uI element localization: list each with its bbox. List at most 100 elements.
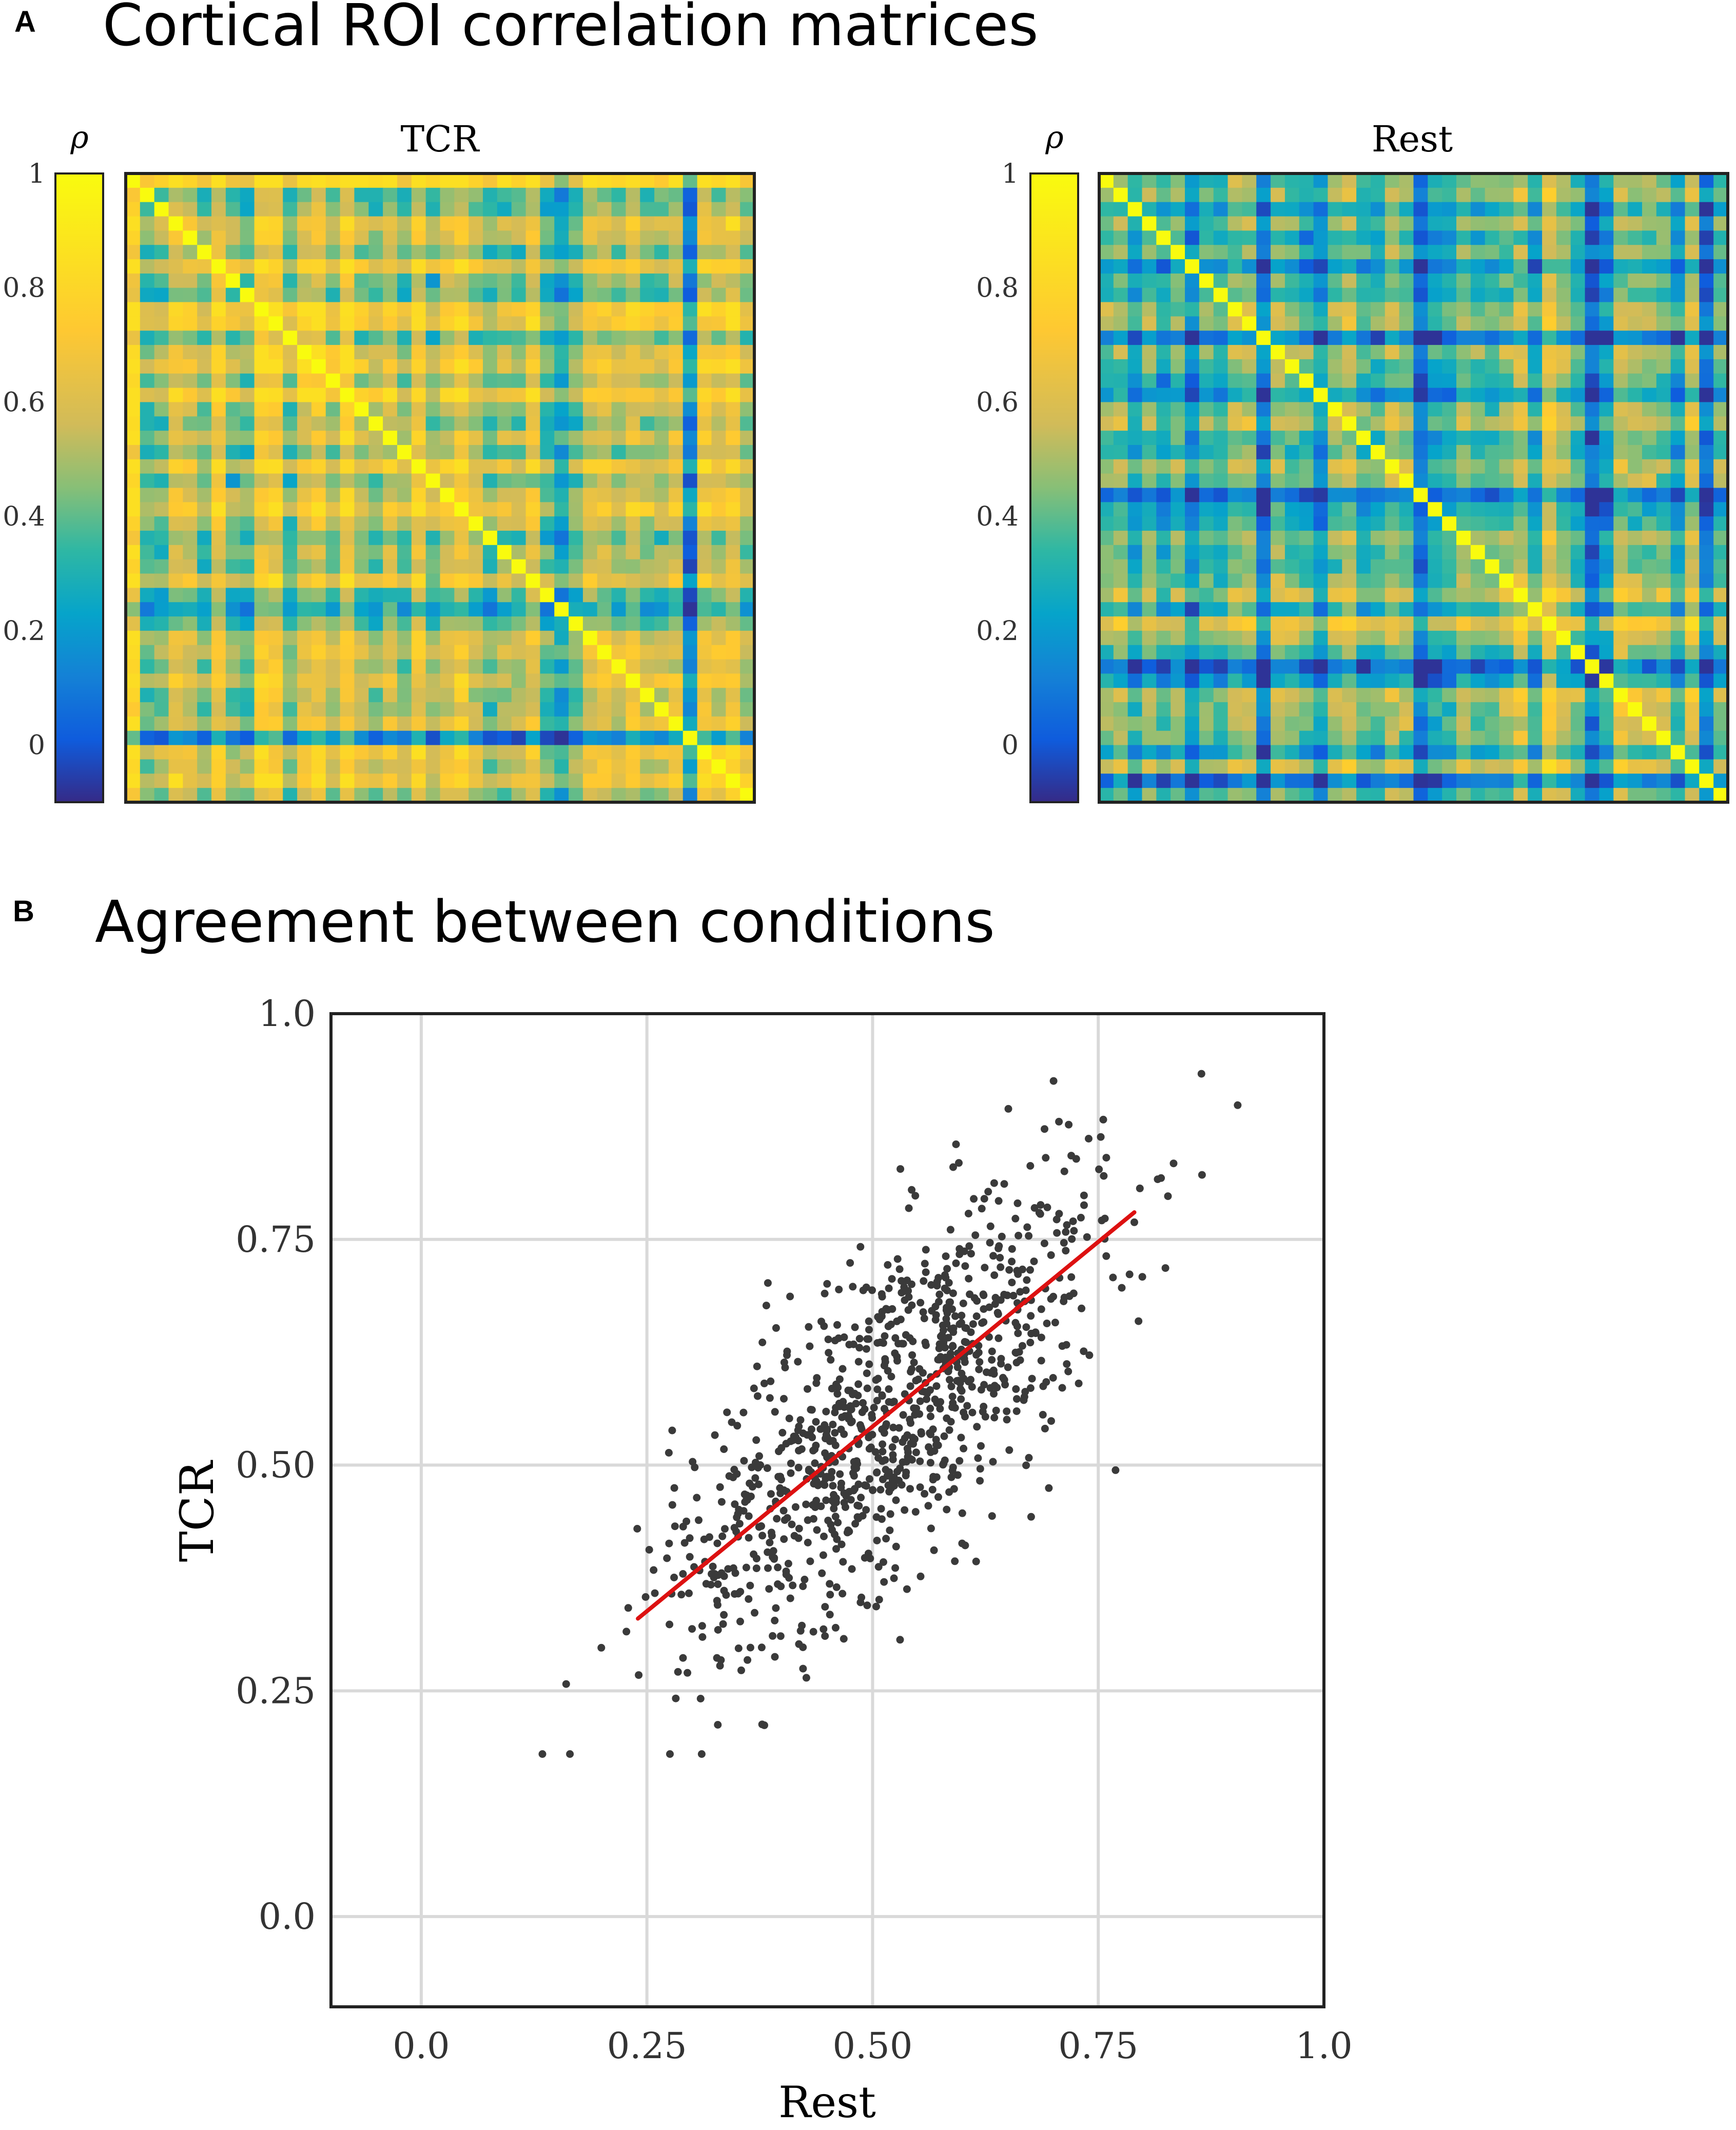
heatmap-cell [1428,559,1442,574]
heatmap-cell [383,545,398,560]
heatmap-cell [1670,630,1686,646]
heatmap-cell [626,216,641,231]
heatmap-cell [1384,559,1400,574]
heatmap-cell [154,402,169,417]
heatmap-cell [1628,259,1643,274]
scatter-point [912,1448,920,1457]
heatmap-cell [611,488,627,503]
scatter-point [1161,1264,1169,1272]
heatmap-cell [1556,230,1571,245]
heatmap-cell [1499,459,1514,474]
heatmap-cell [469,516,483,531]
heatmap-cell [1271,273,1285,288]
heatmap-cell [1271,673,1285,689]
heatmap-cell [1428,402,1442,417]
heatmap-cell [582,745,598,760]
scatter-point [1040,1240,1048,1247]
scatter-point [905,1293,913,1301]
heatmap-cell [126,416,141,431]
heatmap-cell [654,773,669,788]
heatmap-cell [297,416,312,431]
heatmap-cell [1242,287,1257,303]
heatmap-cell [1528,431,1543,446]
heatmap-cell [1113,431,1128,446]
heatmap-cell [1413,645,1429,660]
heatmap-cell [1642,759,1657,774]
scatter-point [985,1303,993,1311]
heatmap-cell [1328,573,1343,589]
heatmap-cell [1127,331,1143,345]
scatter-point [826,1591,834,1599]
heatmap-cell [1256,630,1271,646]
heatmap-cell [311,673,326,689]
heatmap-cell [1556,573,1571,589]
heatmap-cell [1570,173,1586,188]
heatmap-cell [626,273,641,288]
heatmap-cell [311,502,326,517]
heatmap-cell [668,516,684,531]
scatter-point [1027,1329,1036,1338]
heatmap-cell [254,416,269,431]
heatmap-cell [140,202,155,217]
scatter-point [958,1509,966,1517]
heatmap-cell [1613,302,1628,317]
heatmap-cell [1356,202,1371,217]
heatmap-cell [183,588,198,603]
heatmap-cell [1113,630,1128,646]
heatmap-cell [1628,616,1643,631]
heatmap-cell [1499,630,1514,646]
heatmap-cell [1656,216,1671,231]
heatmap-cell [1685,616,1700,631]
heatmap-cell [1213,516,1228,531]
scatter-point [891,1564,900,1572]
heatmap-cell [1356,259,1371,274]
heatmap-cell [469,259,483,274]
scatter-point [821,1289,829,1298]
heatmap-cell [1299,259,1314,274]
heatmap-cell [240,602,255,617]
heatmap-cell [697,516,712,531]
heatmap-cell [354,187,369,203]
heatmap-cell [640,259,655,274]
heatmap-cell [1384,416,1400,431]
heatmap-cell [1585,730,1600,746]
heatmap-cell [1142,702,1157,717]
heatmap-cell [1656,659,1671,674]
heatmap-cell [297,345,312,360]
heatmap-cell [1299,730,1314,746]
heatmap-cell [1713,688,1728,703]
heatmap-cell [1699,502,1714,517]
heatmap-cell [1656,716,1671,731]
heatmap-cell [540,359,555,374]
heatmap-cell [1713,402,1728,417]
heatmap-cell [1642,287,1657,303]
heatmap-cell [368,473,383,489]
heatmap-cell [1585,716,1600,731]
heatmap-cell [283,173,298,188]
heatmap-cell [740,373,755,389]
heatmap-cell [1542,230,1557,245]
heatmap-cell [726,602,740,617]
heatmap-cell [1227,173,1243,188]
heatmap-cell [1199,602,1214,617]
heatmap-cell [1256,602,1271,617]
heatmap-cell [1242,473,1257,489]
heatmap-cell [1185,702,1200,717]
heatmap-cell [1613,459,1628,474]
heatmap-cell [1642,273,1657,288]
heatmap-cell [726,345,740,360]
heatmap-cell [1384,488,1400,503]
heatmap-cell [254,202,269,217]
heatmap-cell [1299,645,1314,660]
heatmap-cell [582,259,598,274]
heatmap-cell [511,502,526,517]
heatmap-cell [1299,588,1314,603]
scatter-point [885,1284,893,1292]
heatmap-cell [297,573,312,589]
heatmap-cell [126,759,141,774]
heatmap-cell [126,287,141,303]
scatter-point [1154,1175,1162,1184]
heatmap-cell [211,173,226,188]
heatmap-cell [668,216,684,231]
scatter-point [1004,1105,1012,1113]
